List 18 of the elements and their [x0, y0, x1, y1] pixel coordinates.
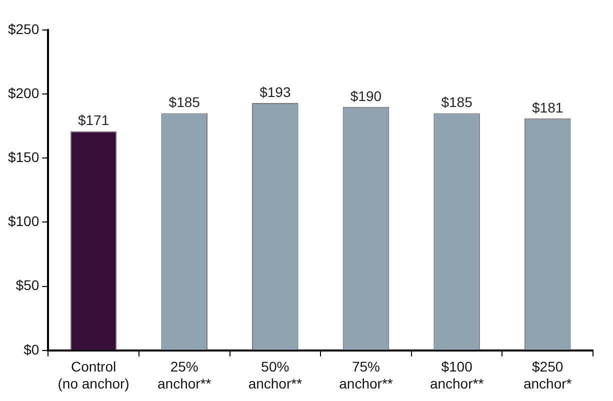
x-tick-label: Control (no anchor): [58, 358, 130, 392]
y-tick-label: $150: [8, 149, 40, 166]
data-label: $185: [168, 94, 200, 110]
x-tick-label: $250 anchor*: [523, 358, 572, 392]
data-label: $193: [260, 84, 291, 100]
x-tick-label: 75% anchor**: [339, 358, 394, 392]
x-tick-label: 50% anchor**: [248, 358, 303, 392]
y-tick-label: $0: [24, 341, 40, 358]
data-label: $181: [532, 99, 564, 116]
x-tick-label: $100 anchor**: [430, 358, 484, 392]
y-tick-label: $250: [8, 20, 40, 37]
y-tick-label: $100: [8, 213, 40, 230]
data-label: $190: [350, 88, 382, 104]
x-tick-label: 25% anchor**: [158, 358, 212, 392]
y-tick-label: $200: [8, 84, 40, 101]
data-label: $171: [78, 112, 110, 128]
data-label: $185: [441, 94, 473, 110]
y-tick-label: $50: [16, 277, 40, 294]
